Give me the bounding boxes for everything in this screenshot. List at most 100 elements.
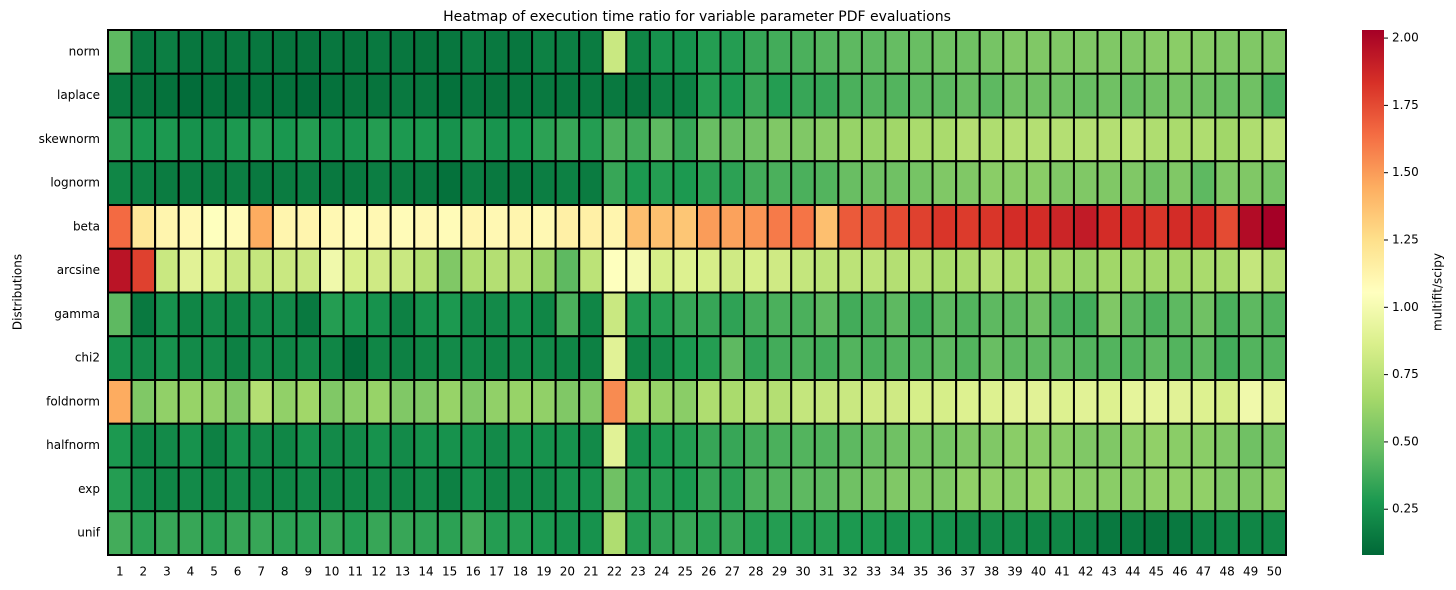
heatmap-cell	[554, 29, 581, 75]
heatmap-cell	[1190, 247, 1217, 294]
heatmap-cell	[460, 335, 486, 381]
heatmap-cell	[672, 116, 699, 163]
heatmap-cell	[319, 29, 345, 75]
x-tick-label: 16	[466, 565, 481, 579]
heatmap-cell	[601, 116, 628, 163]
heatmap-cell	[271, 466, 298, 513]
heatmap-cell	[460, 160, 486, 206]
y-tick-label: arcsine	[57, 263, 100, 277]
x-tick-label: 22	[607, 565, 622, 579]
heatmap-cell	[1214, 291, 1240, 338]
heatmap-cell	[1049, 422, 1075, 469]
x-tick-label: 42	[1078, 565, 1093, 579]
colorbar-tick-label: 1.25	[1392, 233, 1419, 247]
x-tick-label: 20	[560, 565, 575, 579]
x-tick-label: 47	[1196, 565, 1211, 579]
heatmap-cell	[413, 466, 439, 513]
heatmap-cell	[366, 72, 392, 119]
heatmap-cell	[1190, 29, 1217, 75]
heatmap-cell	[483, 466, 510, 513]
heatmap-cell	[507, 291, 534, 338]
heatmap-cell	[107, 291, 133, 338]
heatmap-cell	[648, 379, 675, 425]
heatmap-cell	[1096, 379, 1123, 425]
heatmap-cell	[248, 116, 274, 163]
heatmap-cell	[578, 379, 604, 425]
heatmap-cell	[625, 335, 651, 381]
heatmap-cell	[978, 422, 1005, 469]
heatmap-cell	[531, 204, 557, 250]
heatmap-cell	[672, 291, 699, 338]
heatmap-cell	[483, 510, 510, 556]
heatmap-cell	[1002, 335, 1028, 381]
heatmap-cell	[295, 379, 322, 425]
x-tick-label: 36	[937, 565, 952, 579]
x-tick-label: 34	[890, 565, 905, 579]
heatmap-cell	[813, 291, 840, 338]
heatmap-cell	[625, 510, 651, 556]
heatmap-cell	[507, 422, 534, 469]
heatmap-cell	[1214, 335, 1240, 381]
heatmap-cell	[366, 291, 392, 338]
heatmap-cell	[790, 379, 816, 425]
heatmap-cell	[813, 379, 840, 425]
heatmap-cell	[389, 291, 416, 338]
heatmap-cell	[1167, 335, 1193, 381]
heatmap-cell	[578, 291, 604, 338]
heatmap-cell	[813, 116, 840, 163]
heatmap-cell	[1120, 204, 1146, 250]
heatmap-cell	[1072, 291, 1099, 338]
heatmap-cell	[531, 72, 557, 119]
x-tick-label: 5	[210, 565, 218, 579]
heatmap-cell	[248, 466, 274, 513]
x-tick-label: 11	[348, 565, 363, 579]
heatmap-cell	[1261, 335, 1287, 381]
heatmap-cell	[1167, 204, 1193, 250]
heatmap-cell	[1120, 29, 1146, 75]
heatmap-cell	[1025, 291, 1052, 338]
heatmap-cell	[860, 204, 887, 250]
heatmap-cell	[1237, 72, 1264, 119]
heatmap-cell	[413, 72, 439, 119]
heatmap-cell	[790, 204, 816, 250]
x-tick-label: 49	[1243, 565, 1258, 579]
chart-title: Heatmap of execution time ratio for vari…	[443, 9, 951, 25]
heatmap-cell	[248, 291, 274, 338]
heatmap-cell	[601, 72, 628, 119]
x-tick-label: 33	[866, 565, 881, 579]
heatmap-cell	[507, 116, 534, 163]
heatmap-cell	[460, 247, 486, 294]
heatmap-cell	[271, 291, 298, 338]
heatmap-cell	[531, 466, 557, 513]
heatmap-cell	[271, 116, 298, 163]
heatmap-cell	[860, 116, 887, 163]
heatmap-cell	[1025, 160, 1052, 206]
heatmap-cell	[483, 422, 510, 469]
heatmap-cell	[1143, 466, 1170, 513]
heatmap-cell	[295, 116, 322, 163]
heatmap-cell	[743, 422, 769, 469]
heatmap-cell	[201, 291, 227, 338]
heatmap-cell	[319, 466, 345, 513]
heatmap-cell	[955, 510, 981, 556]
heatmap-cell	[201, 422, 227, 469]
y-tick-label: lognorm	[50, 176, 100, 190]
heatmap-cell	[483, 116, 510, 163]
heatmap-cell	[389, 29, 416, 75]
heatmap-cell	[978, 72, 1005, 119]
heatmap-cell	[1120, 160, 1146, 206]
heatmap-cell	[672, 204, 699, 250]
heatmap-cell	[696, 510, 722, 556]
heatmap-cell	[1025, 29, 1052, 75]
heatmap-cell	[1167, 160, 1193, 206]
heatmap-cell	[955, 291, 981, 338]
heatmap-cell	[1237, 379, 1264, 425]
heatmap-cell	[389, 204, 416, 250]
heatmap-cell	[908, 291, 934, 338]
heatmap-cell	[436, 160, 463, 206]
heatmap-cell	[436, 379, 463, 425]
heatmap-cell	[413, 291, 439, 338]
heatmap-cell	[955, 29, 981, 75]
heatmap-cell	[884, 29, 911, 75]
heatmap-cell	[931, 247, 958, 294]
